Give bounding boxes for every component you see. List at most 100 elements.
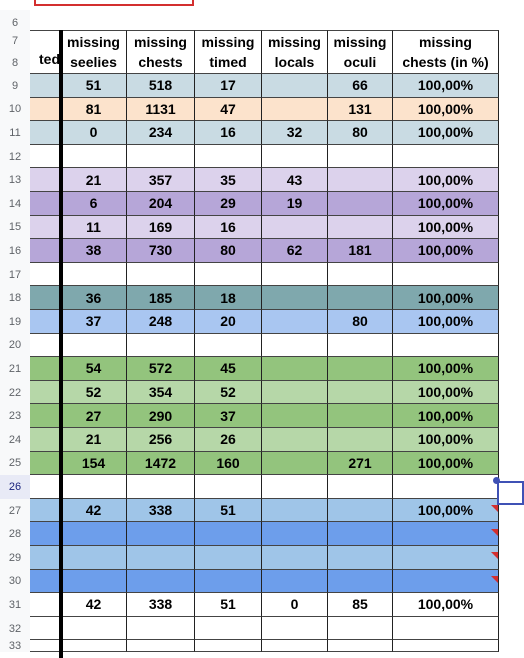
table-cell[interactable] xyxy=(61,640,127,653)
comment-indicator-icon[interactable] xyxy=(491,529,498,536)
table-cell[interactable] xyxy=(262,569,328,594)
cell-col-a[interactable] xyxy=(30,640,61,653)
table-cell[interactable]: 160 xyxy=(195,451,262,476)
table-cell[interactable]: 100,00% xyxy=(393,310,499,334)
table-cell[interactable] xyxy=(393,262,499,287)
table-cell[interactable]: 100,00% xyxy=(393,428,499,452)
table-cell[interactable] xyxy=(127,522,195,546)
table-cell[interactable] xyxy=(328,546,393,570)
row-number[interactable]: 17 xyxy=(0,262,30,287)
cell-col-a[interactable] xyxy=(30,144,61,169)
row-number[interactable]: 29 xyxy=(0,546,30,570)
row-number[interactable]: 26 xyxy=(0,475,30,499)
cell-col-a[interactable] xyxy=(30,357,61,381)
table-cell[interactable]: 248 xyxy=(127,310,195,334)
table-cell[interactable]: 234 xyxy=(127,121,195,145)
table-cell[interactable]: 37 xyxy=(61,310,127,334)
table-cell[interactable]: 181 xyxy=(328,239,393,263)
row-number[interactable]: 15 xyxy=(0,215,30,240)
table-cell[interactable] xyxy=(61,546,127,570)
table-cell[interactable] xyxy=(262,498,328,523)
table-cell[interactable]: 80 xyxy=(195,239,262,263)
table-cell[interactable]: 100,00% xyxy=(393,380,499,405)
table-cell[interactable]: 51 xyxy=(61,74,127,98)
row-number[interactable]: 22 xyxy=(0,380,30,405)
column-header[interactable]: missing oculi xyxy=(328,30,393,74)
table-cell[interactable]: 354 xyxy=(127,380,195,405)
cell-col-a[interactable] xyxy=(30,215,61,240)
table-cell[interactable] xyxy=(328,640,393,653)
table-cell[interactable] xyxy=(328,569,393,594)
table-cell[interactable] xyxy=(127,144,195,169)
table-cell[interactable]: 518 xyxy=(127,74,195,98)
table-cell[interactable]: 27 xyxy=(61,404,127,428)
table-cell[interactable] xyxy=(393,333,499,358)
row-number[interactable]: 24 xyxy=(0,428,30,452)
cell-col-a[interactable] xyxy=(30,192,61,216)
cell-col-a[interactable] xyxy=(30,569,61,594)
table-cell[interactable]: 35 xyxy=(195,168,262,192)
table-cell[interactable]: 54 xyxy=(61,357,127,381)
table-cell[interactable]: 100,00% xyxy=(393,286,499,310)
table-cell[interactable] xyxy=(328,380,393,405)
table-cell[interactable] xyxy=(262,380,328,405)
table-cell[interactable]: 154 xyxy=(61,451,127,476)
table-cell[interactable]: 85 xyxy=(328,593,393,617)
cell-col-a[interactable] xyxy=(30,451,61,476)
table-cell[interactable]: 42 xyxy=(61,498,127,523)
table-cell[interactable] xyxy=(127,475,195,499)
table-cell[interactable] xyxy=(195,333,262,358)
column-header-a[interactable]: ted xyxy=(30,30,61,74)
table-cell[interactable] xyxy=(328,192,393,216)
row-number[interactable]: 9 xyxy=(0,74,30,98)
table-cell[interactable] xyxy=(262,475,328,499)
table-cell[interactable]: 16 xyxy=(195,215,262,240)
cell-col-a[interactable] xyxy=(30,522,61,546)
table-cell[interactable] xyxy=(262,333,328,358)
table-cell[interactable] xyxy=(195,144,262,169)
row-number[interactable]: 28 xyxy=(0,522,30,546)
cell-col-a[interactable] xyxy=(30,475,61,499)
table-cell[interactable] xyxy=(328,262,393,287)
cell-col-a[interactable] xyxy=(30,593,61,617)
row-number[interactable]: 19 xyxy=(0,310,30,334)
table-cell[interactable]: 51 xyxy=(195,593,262,617)
table-cell[interactable] xyxy=(127,262,195,287)
table-cell[interactable]: 0 xyxy=(262,593,328,617)
table-cell[interactable]: 1472 xyxy=(127,451,195,476)
table-cell[interactable]: 0 xyxy=(61,121,127,145)
row-number[interactable]: 25 xyxy=(0,451,30,476)
table-cell[interactable]: 43 xyxy=(262,168,328,192)
row-number[interactable]: 23 xyxy=(0,404,30,428)
table-cell[interactable]: 80 xyxy=(328,310,393,334)
table-cell[interactable]: 52 xyxy=(195,380,262,405)
table-cell[interactable] xyxy=(262,357,328,381)
cell-col-a[interactable] xyxy=(30,74,61,98)
table-cell[interactable]: 100,00% xyxy=(393,97,499,122)
table-cell[interactable]: 80 xyxy=(328,121,393,145)
table-cell[interactable]: 18 xyxy=(195,286,262,310)
table-cell[interactable] xyxy=(262,262,328,287)
table-cell[interactable] xyxy=(328,404,393,428)
table-cell[interactable]: 17 xyxy=(195,74,262,98)
table-cell[interactable]: 338 xyxy=(127,593,195,617)
table-cell[interactable]: 21 xyxy=(61,428,127,452)
table-cell[interactable] xyxy=(61,262,127,287)
active-cell-selection[interactable] xyxy=(497,481,524,505)
table-cell[interactable]: 19 xyxy=(262,192,328,216)
table-cell[interactable] xyxy=(127,616,195,641)
table-cell[interactable]: 100,00% xyxy=(393,168,499,192)
table-cell[interactable]: 100,00% xyxy=(393,121,499,145)
row-number[interactable]: 31 xyxy=(0,593,30,617)
table-cell[interactable] xyxy=(328,428,393,452)
table-cell[interactable]: 290 xyxy=(127,404,195,428)
cell-col-a[interactable] xyxy=(30,616,61,641)
cell-col-a[interactable] xyxy=(30,333,61,358)
cell-col-a[interactable] xyxy=(30,262,61,287)
row-number[interactable]: 30 xyxy=(0,569,30,594)
table-cell[interactable] xyxy=(195,262,262,287)
table-cell[interactable]: 16 xyxy=(195,121,262,145)
comment-indicator-icon[interactable] xyxy=(491,552,498,559)
table-cell[interactable] xyxy=(328,616,393,641)
